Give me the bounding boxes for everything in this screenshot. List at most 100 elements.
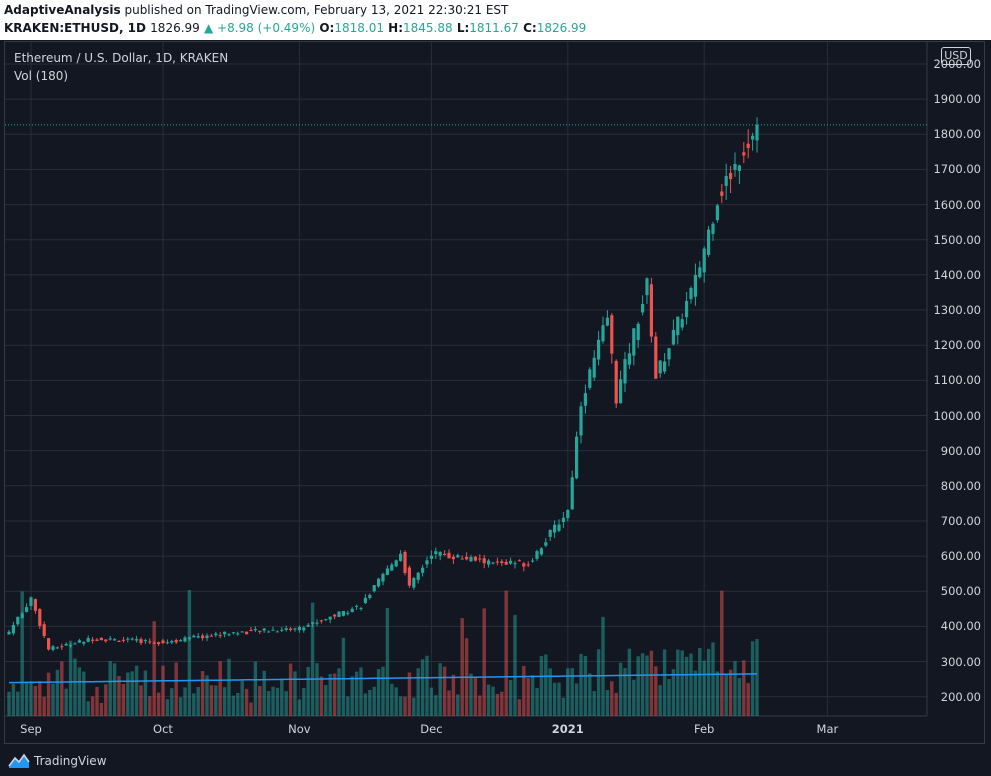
volume-bar xyxy=(504,590,508,716)
candle-body xyxy=(610,315,614,354)
candle-body xyxy=(262,628,266,631)
high-value: 1845.88 xyxy=(403,21,453,35)
candle-body xyxy=(324,619,328,621)
volume-bar xyxy=(280,679,284,716)
y-tick-label: 1000.00 xyxy=(933,408,981,423)
volume-bar xyxy=(130,671,134,716)
volume-bar xyxy=(29,681,33,716)
volume-bar xyxy=(513,614,517,716)
volume-bar xyxy=(258,685,262,716)
volume-bar xyxy=(310,602,315,716)
candle-body xyxy=(196,636,200,638)
volume-bar xyxy=(20,591,24,716)
candle-body xyxy=(711,223,715,234)
volume-bar xyxy=(746,683,750,716)
volume-bar xyxy=(214,685,218,716)
open-value: 1818.01 xyxy=(334,21,384,35)
candle-body xyxy=(42,624,46,637)
candle-body xyxy=(487,560,491,565)
candle-body xyxy=(302,627,306,631)
volume-bar xyxy=(508,679,513,716)
volume-bar xyxy=(394,687,398,716)
volume-bar xyxy=(535,687,539,716)
volume-bar xyxy=(117,675,121,716)
volume-bar xyxy=(236,692,240,716)
candle-body xyxy=(253,628,257,631)
candle-body xyxy=(306,624,310,627)
volume-bar xyxy=(337,668,341,716)
candle-body xyxy=(363,597,367,604)
volume-bar xyxy=(662,649,667,716)
close-value: 1826.99 xyxy=(536,21,587,35)
candle-body xyxy=(69,645,73,647)
candle-body xyxy=(381,573,385,582)
volume-bar xyxy=(724,673,728,716)
volume-bar xyxy=(7,691,11,716)
volume-bar xyxy=(302,688,306,716)
candle-body xyxy=(667,348,671,360)
volume-bar xyxy=(121,684,126,716)
candle-body xyxy=(460,558,464,560)
candle-body xyxy=(201,635,205,639)
candle-body xyxy=(416,572,420,580)
candle-body xyxy=(236,633,240,635)
candle-body xyxy=(465,556,469,560)
candle-body xyxy=(698,267,702,278)
instrument-title: Ethereum / U.S. Dollar, 1D, KRAKEN xyxy=(14,51,229,65)
candle-body xyxy=(311,622,315,624)
candle-body xyxy=(271,629,275,631)
chart-frame[interactable] xyxy=(4,41,985,744)
tradingview-brand[interactable]: TradingView xyxy=(34,754,107,768)
volume-bar xyxy=(693,670,698,716)
candle-body xyxy=(755,124,759,141)
candle-body xyxy=(495,561,499,563)
volume-bar xyxy=(284,691,288,716)
volume-bar xyxy=(548,668,552,716)
volume-bar xyxy=(244,688,249,716)
candle-body xyxy=(7,631,11,635)
candle-body xyxy=(359,608,363,610)
candle-body xyxy=(619,379,623,404)
volume-bar xyxy=(684,656,689,716)
y-tick-label: 600.00 xyxy=(940,549,981,564)
candle-body xyxy=(47,638,51,650)
candle-body xyxy=(473,556,477,561)
volume-bar xyxy=(376,669,381,716)
volume-bar xyxy=(381,666,385,716)
candle-body xyxy=(126,638,130,640)
candle-body xyxy=(64,643,68,646)
candle-body xyxy=(55,647,59,649)
y-tick-label: 1300.00 xyxy=(933,303,981,318)
y-tick-label: 2000.00 xyxy=(933,57,981,71)
candle-body xyxy=(531,560,535,562)
volume-bar xyxy=(46,672,51,716)
candle-body xyxy=(394,560,398,567)
volume-bar xyxy=(473,676,478,716)
volume-bar xyxy=(390,683,394,716)
publish-info: AdaptiveAnalysis published on TradingVie… xyxy=(4,3,508,17)
volume-bar xyxy=(398,696,403,716)
candle-body xyxy=(275,631,279,633)
currency-button[interactable]: USD xyxy=(941,47,971,65)
volume-bar xyxy=(11,683,16,716)
candle-body xyxy=(240,631,244,633)
publisher-name[interactable]: AdaptiveAnalysis xyxy=(4,3,121,17)
y-tick-label: 300.00 xyxy=(940,654,981,669)
candle-body xyxy=(429,555,433,559)
volume-bar xyxy=(482,608,486,716)
volume-bar xyxy=(24,682,29,716)
volume-bar xyxy=(240,680,244,716)
candle-body xyxy=(561,517,565,523)
volume-bar xyxy=(539,656,544,716)
candle-body xyxy=(319,620,323,622)
candle-body xyxy=(425,560,429,565)
candle-body xyxy=(179,640,183,642)
volume-bar xyxy=(676,649,680,716)
candle-body xyxy=(214,633,218,636)
candle-body xyxy=(280,629,284,631)
volume-bar xyxy=(205,675,209,716)
candle-body xyxy=(16,616,20,625)
candle-body xyxy=(258,630,262,632)
y-tick-label: 1900.00 xyxy=(933,92,981,107)
